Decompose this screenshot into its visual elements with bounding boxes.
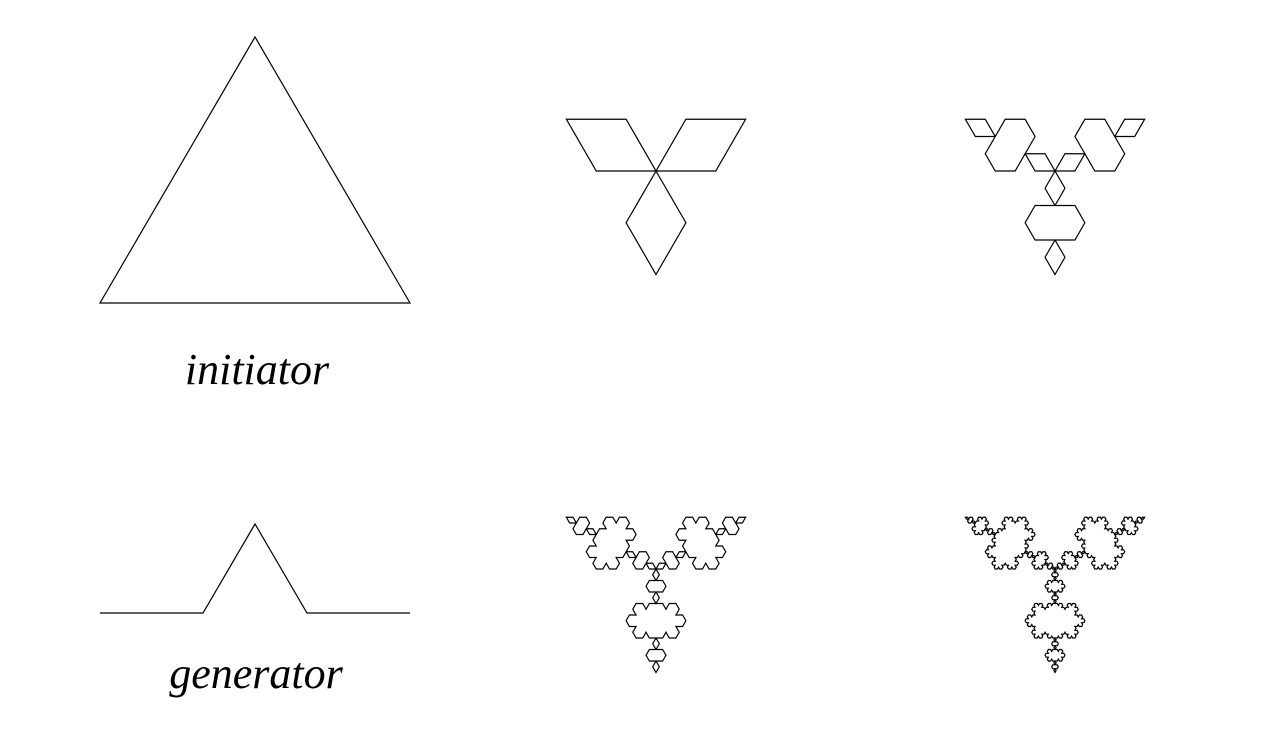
koch-iteration-2	[964, 118, 1146, 276]
initiator-label: initiator	[185, 345, 330, 394]
generator-label: generator	[169, 649, 343, 698]
koch-iteration-4	[964, 516, 1146, 674]
koch-iteration-3	[565, 516, 747, 674]
koch-iteration-1	[565, 118, 747, 276]
generator-shape	[100, 522, 410, 614]
initiator-triangle	[98, 35, 412, 304]
